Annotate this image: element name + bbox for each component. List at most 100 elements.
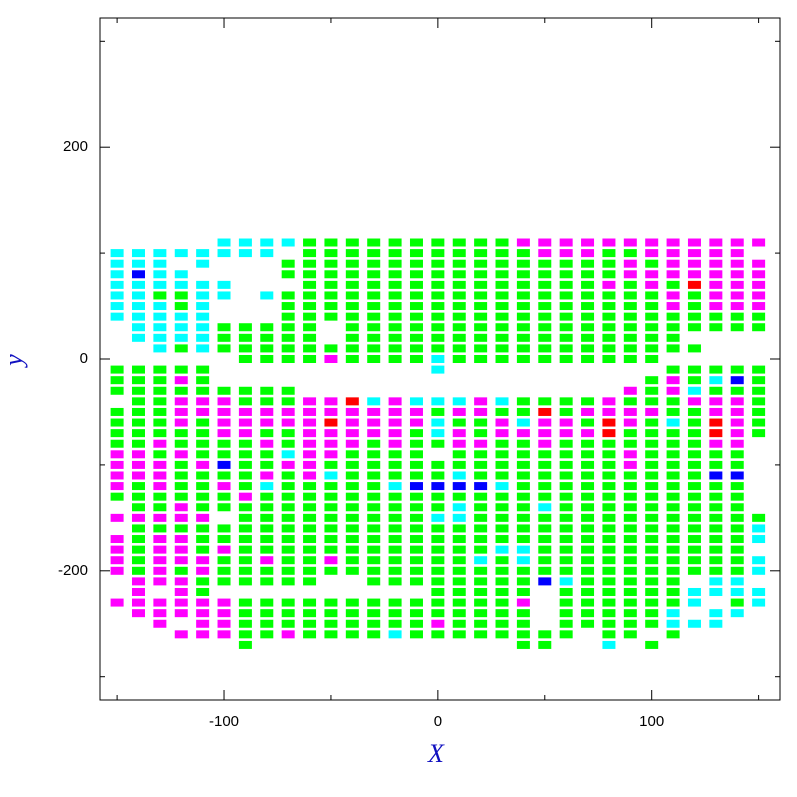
- point: [367, 312, 381, 321]
- point: [474, 238, 488, 247]
- point: [367, 492, 381, 501]
- point: [730, 609, 744, 618]
- point: [645, 439, 659, 448]
- point: [752, 376, 766, 385]
- point: [153, 259, 167, 268]
- point: [730, 270, 744, 279]
- point: [516, 333, 530, 342]
- point: [238, 418, 252, 427]
- point: [687, 291, 701, 300]
- point: [666, 577, 680, 586]
- point: [110, 535, 124, 544]
- point: [687, 302, 701, 311]
- point: [623, 492, 637, 501]
- point: [752, 566, 766, 575]
- point: [409, 397, 423, 406]
- point: [324, 238, 338, 247]
- point: [303, 609, 317, 618]
- point: [602, 566, 616, 575]
- point: [666, 503, 680, 512]
- point: [602, 545, 616, 554]
- point: [431, 439, 445, 448]
- point: [623, 418, 637, 427]
- point: [709, 513, 723, 522]
- point: [303, 545, 317, 554]
- point: [623, 556, 637, 565]
- point: [409, 280, 423, 289]
- point: [281, 535, 295, 544]
- point: [623, 545, 637, 554]
- point: [409, 407, 423, 416]
- point: [474, 312, 488, 321]
- point: [687, 344, 701, 353]
- x-tick-label: -100: [209, 713, 239, 730]
- point: [260, 503, 274, 512]
- point: [559, 556, 573, 565]
- point: [687, 386, 701, 395]
- point: [752, 280, 766, 289]
- point: [602, 407, 616, 416]
- point: [281, 471, 295, 480]
- point: [687, 397, 701, 406]
- point: [602, 238, 616, 247]
- point: [559, 460, 573, 469]
- point: [367, 291, 381, 300]
- point: [602, 640, 616, 649]
- point: [752, 407, 766, 416]
- point: [303, 492, 317, 501]
- point: [131, 535, 145, 544]
- point: [324, 355, 338, 363]
- point: [452, 249, 466, 258]
- point: [345, 323, 359, 332]
- point: [559, 482, 573, 491]
- point: [131, 386, 145, 395]
- point: [345, 566, 359, 575]
- point: [196, 630, 210, 639]
- point: [730, 323, 744, 332]
- point: [431, 291, 445, 300]
- point: [559, 598, 573, 607]
- point: [324, 471, 338, 480]
- point: [559, 587, 573, 596]
- point: [495, 482, 509, 491]
- point: [260, 460, 274, 469]
- point: [431, 429, 445, 438]
- point: [645, 280, 659, 289]
- point: [516, 482, 530, 491]
- point: [516, 598, 530, 607]
- point: [431, 524, 445, 533]
- point: [709, 376, 723, 385]
- point: [559, 312, 573, 321]
- point: [581, 323, 595, 332]
- point: [217, 482, 231, 491]
- point: [345, 302, 359, 311]
- point: [602, 270, 616, 279]
- point: [153, 302, 167, 311]
- point: [409, 524, 423, 533]
- point: [174, 386, 188, 395]
- point: [559, 535, 573, 544]
- point: [153, 535, 167, 544]
- point: [303, 355, 317, 363]
- point: [217, 524, 231, 533]
- point: [131, 312, 145, 321]
- point: [730, 386, 744, 395]
- point: [687, 503, 701, 512]
- point: [645, 609, 659, 618]
- point: [324, 503, 338, 512]
- point: [153, 249, 167, 258]
- point: [559, 439, 573, 448]
- point: [174, 249, 188, 258]
- point: [452, 429, 466, 438]
- point: [303, 513, 317, 522]
- point: [345, 407, 359, 416]
- point: [409, 312, 423, 321]
- point: [153, 291, 167, 300]
- point: [452, 259, 466, 268]
- point: [581, 439, 595, 448]
- point: [388, 439, 402, 448]
- point: [581, 280, 595, 289]
- point: [260, 238, 274, 247]
- point: [324, 429, 338, 438]
- point: [409, 492, 423, 501]
